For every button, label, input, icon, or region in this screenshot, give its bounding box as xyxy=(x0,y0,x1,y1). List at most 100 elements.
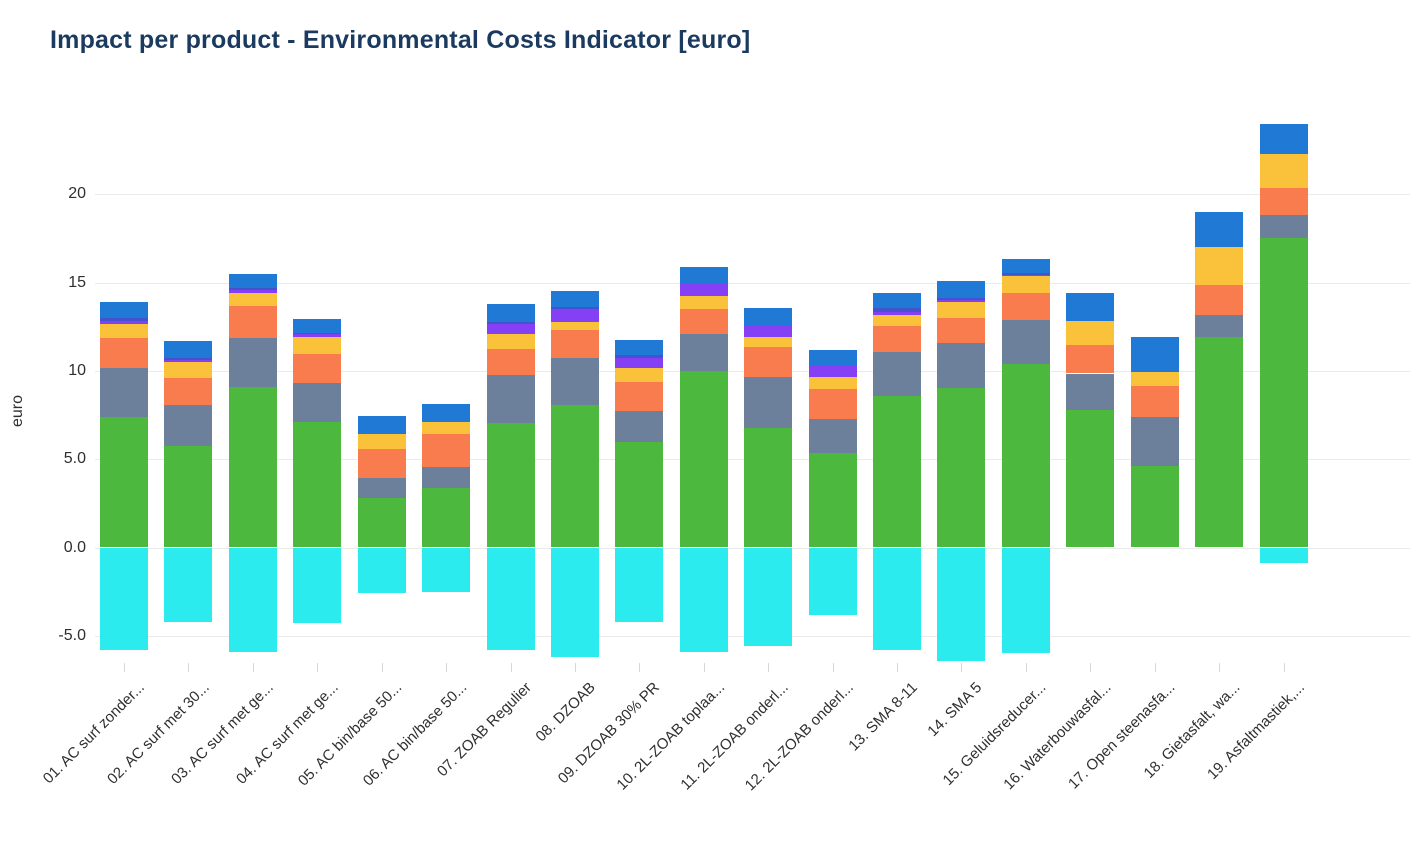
bar-segment-blue-segment[interactable] xyxy=(486,303,535,323)
bar-segment-gray-segment[interactable] xyxy=(164,405,213,446)
bar-segment-gray-segment[interactable] xyxy=(615,410,664,442)
bar-segment-blue-segment[interactable] xyxy=(1001,258,1050,273)
bar-segment-yellow-segment[interactable] xyxy=(550,322,599,331)
bar-segment-indigo-segment[interactable] xyxy=(293,332,342,335)
bar-segment-blue-segment[interactable] xyxy=(293,318,342,333)
bar-segment-cyan-negative-segment[interactable] xyxy=(357,547,406,593)
bar-segment-yellow-segment[interactable] xyxy=(937,301,986,318)
bar-segment-yellow-segment[interactable] xyxy=(615,368,664,383)
bar-segment-purple-segment[interactable] xyxy=(679,283,728,296)
bar-segment-blue-segment[interactable] xyxy=(100,301,148,318)
bar-segment-cyan-negative-segment[interactable] xyxy=(1001,547,1050,654)
bar-segment-cyan-negative-segment[interactable] xyxy=(679,547,728,652)
bar-segment-green-segment[interactable] xyxy=(357,498,406,548)
bar-segment-purple-segment[interactable] xyxy=(937,300,986,302)
bar-segment-green-segment[interactable] xyxy=(808,452,857,548)
bar-segment-green-segment[interactable] xyxy=(1066,409,1115,548)
bar-segment-orange-segment[interactable] xyxy=(1259,188,1308,216)
bar-segment-purple-segment[interactable] xyxy=(550,309,599,323)
bar-segment-cyan-negative-segment[interactable] xyxy=(100,547,148,650)
bar-segment-cyan-negative-segment[interactable] xyxy=(486,547,535,650)
bar-segment-orange-segment[interactable] xyxy=(808,389,857,420)
bar-segment-orange-segment[interactable] xyxy=(293,354,342,384)
bar-segment-indigo-segment[interactable] xyxy=(615,354,664,359)
bar-segment-green-segment[interactable] xyxy=(1130,466,1179,548)
bar-segment-purple-segment[interactable] xyxy=(100,320,148,325)
bar-segment-orange-segment[interactable] xyxy=(1001,293,1050,320)
bar-segment-green-segment[interactable] xyxy=(293,422,342,548)
bar-segment-gray-segment[interactable] xyxy=(744,377,793,429)
bar-segment-indigo-segment[interactable] xyxy=(873,308,922,312)
bar-segment-orange-segment[interactable] xyxy=(615,382,664,411)
bar-segment-yellow-segment[interactable] xyxy=(808,377,857,390)
bar-segment-cyan-negative-segment[interactable] xyxy=(937,547,986,661)
bar-segment-gray-segment[interactable] xyxy=(1195,315,1244,338)
bar-segment-blue-segment[interactable] xyxy=(873,293,922,309)
bar-segment-green-segment[interactable] xyxy=(422,488,471,548)
bar-segment-yellow-segment[interactable] xyxy=(679,295,728,310)
bar-segment-green-segment[interactable] xyxy=(1001,363,1050,548)
bar-segment-purple-segment[interactable] xyxy=(228,290,277,294)
bar-segment-gray-segment[interactable] xyxy=(1130,416,1179,467)
bar-segment-green-segment[interactable] xyxy=(486,422,535,548)
bar-segment-indigo-segment[interactable] xyxy=(486,322,535,325)
bar-segment-yellow-segment[interactable] xyxy=(1259,153,1308,189)
bar-segment-green-segment[interactable] xyxy=(679,370,728,548)
bar-segment-blue-segment[interactable] xyxy=(1259,123,1308,154)
bar-segment-gray-segment[interactable] xyxy=(1066,373,1115,410)
bar-segment-green-segment[interactable] xyxy=(550,405,599,548)
bar-segment-yellow-segment[interactable] xyxy=(422,422,471,434)
bar-segment-blue-segment[interactable] xyxy=(164,340,213,359)
bar-segment-gray-segment[interactable] xyxy=(808,419,857,453)
bar-segment-indigo-segment[interactable] xyxy=(550,307,599,310)
bar-segment-yellow-segment[interactable] xyxy=(486,333,535,349)
bar-segment-yellow-segment[interactable] xyxy=(1001,276,1050,294)
bar-segment-orange-segment[interactable] xyxy=(164,377,213,406)
bar-segment-orange-segment[interactable] xyxy=(1130,385,1179,417)
bar-segment-cyan-negative-segment[interactable] xyxy=(228,547,277,652)
bar-segment-green-segment[interactable] xyxy=(1259,238,1308,548)
bar-segment-green-segment[interactable] xyxy=(1195,337,1244,548)
bar-segment-gray-segment[interactable] xyxy=(422,467,471,489)
bar-segment-cyan-negative-segment[interactable] xyxy=(164,547,213,622)
bar-segment-green-segment[interactable] xyxy=(228,386,277,548)
bar-segment-gray-segment[interactable] xyxy=(1001,319,1050,364)
bar-segment-purple-segment[interactable] xyxy=(744,325,793,338)
bar-segment-cyan-negative-segment[interactable] xyxy=(744,547,793,647)
bar-segment-blue-segment[interactable] xyxy=(1066,293,1115,322)
bar-segment-purple-segment[interactable] xyxy=(1001,274,1050,277)
bar-segment-gray-segment[interactable] xyxy=(357,477,406,499)
bar-segment-orange-segment[interactable] xyxy=(1066,345,1115,374)
bar-segment-blue-segment[interactable] xyxy=(615,339,664,355)
bar-segment-gray-segment[interactable] xyxy=(293,383,342,423)
bar-segment-yellow-segment[interactable] xyxy=(873,315,922,326)
bar-segment-blue-segment[interactable] xyxy=(228,273,277,288)
bar-segment-orange-segment[interactable] xyxy=(228,306,277,339)
bar-segment-gray-segment[interactable] xyxy=(1259,215,1308,239)
bar-segment-cyan-negative-segment[interactable] xyxy=(1259,547,1308,564)
bar-segment-blue-segment[interactable] xyxy=(744,308,793,326)
bar-segment-cyan-negative-segment[interactable] xyxy=(422,547,471,592)
bar-segment-green-segment[interactable] xyxy=(100,416,148,548)
bar-segment-cyan-negative-segment[interactable] xyxy=(293,547,342,624)
bar-segment-orange-segment[interactable] xyxy=(486,348,535,376)
bar-segment-indigo-segment[interactable] xyxy=(100,317,148,321)
bar-segment-gray-segment[interactable] xyxy=(873,352,922,397)
bar-segment-purple-segment[interactable] xyxy=(293,334,342,338)
bar-segment-orange-segment[interactable] xyxy=(1195,285,1244,316)
bar-segment-gray-segment[interactable] xyxy=(937,342,986,388)
bar-segment-orange-segment[interactable] xyxy=(937,317,986,343)
bar-segment-green-segment[interactable] xyxy=(744,428,793,548)
bar-segment-purple-segment[interactable] xyxy=(615,358,664,369)
bar-segment-cyan-negative-segment[interactable] xyxy=(615,547,664,622)
bar-segment-blue-segment[interactable] xyxy=(422,404,471,423)
bar-segment-yellow-segment[interactable] xyxy=(744,337,793,347)
bar-segment-yellow-segment[interactable] xyxy=(100,324,148,339)
bar-segment-blue-segment[interactable] xyxy=(550,291,599,308)
bar-segment-yellow-segment[interactable] xyxy=(228,293,277,307)
bar-segment-green-segment[interactable] xyxy=(937,387,986,548)
bar-segment-gray-segment[interactable] xyxy=(100,368,148,417)
bar-segment-green-segment[interactable] xyxy=(873,396,922,548)
bar-segment-green-segment[interactable] xyxy=(615,441,664,548)
bar-segment-gray-segment[interactable] xyxy=(486,375,535,423)
